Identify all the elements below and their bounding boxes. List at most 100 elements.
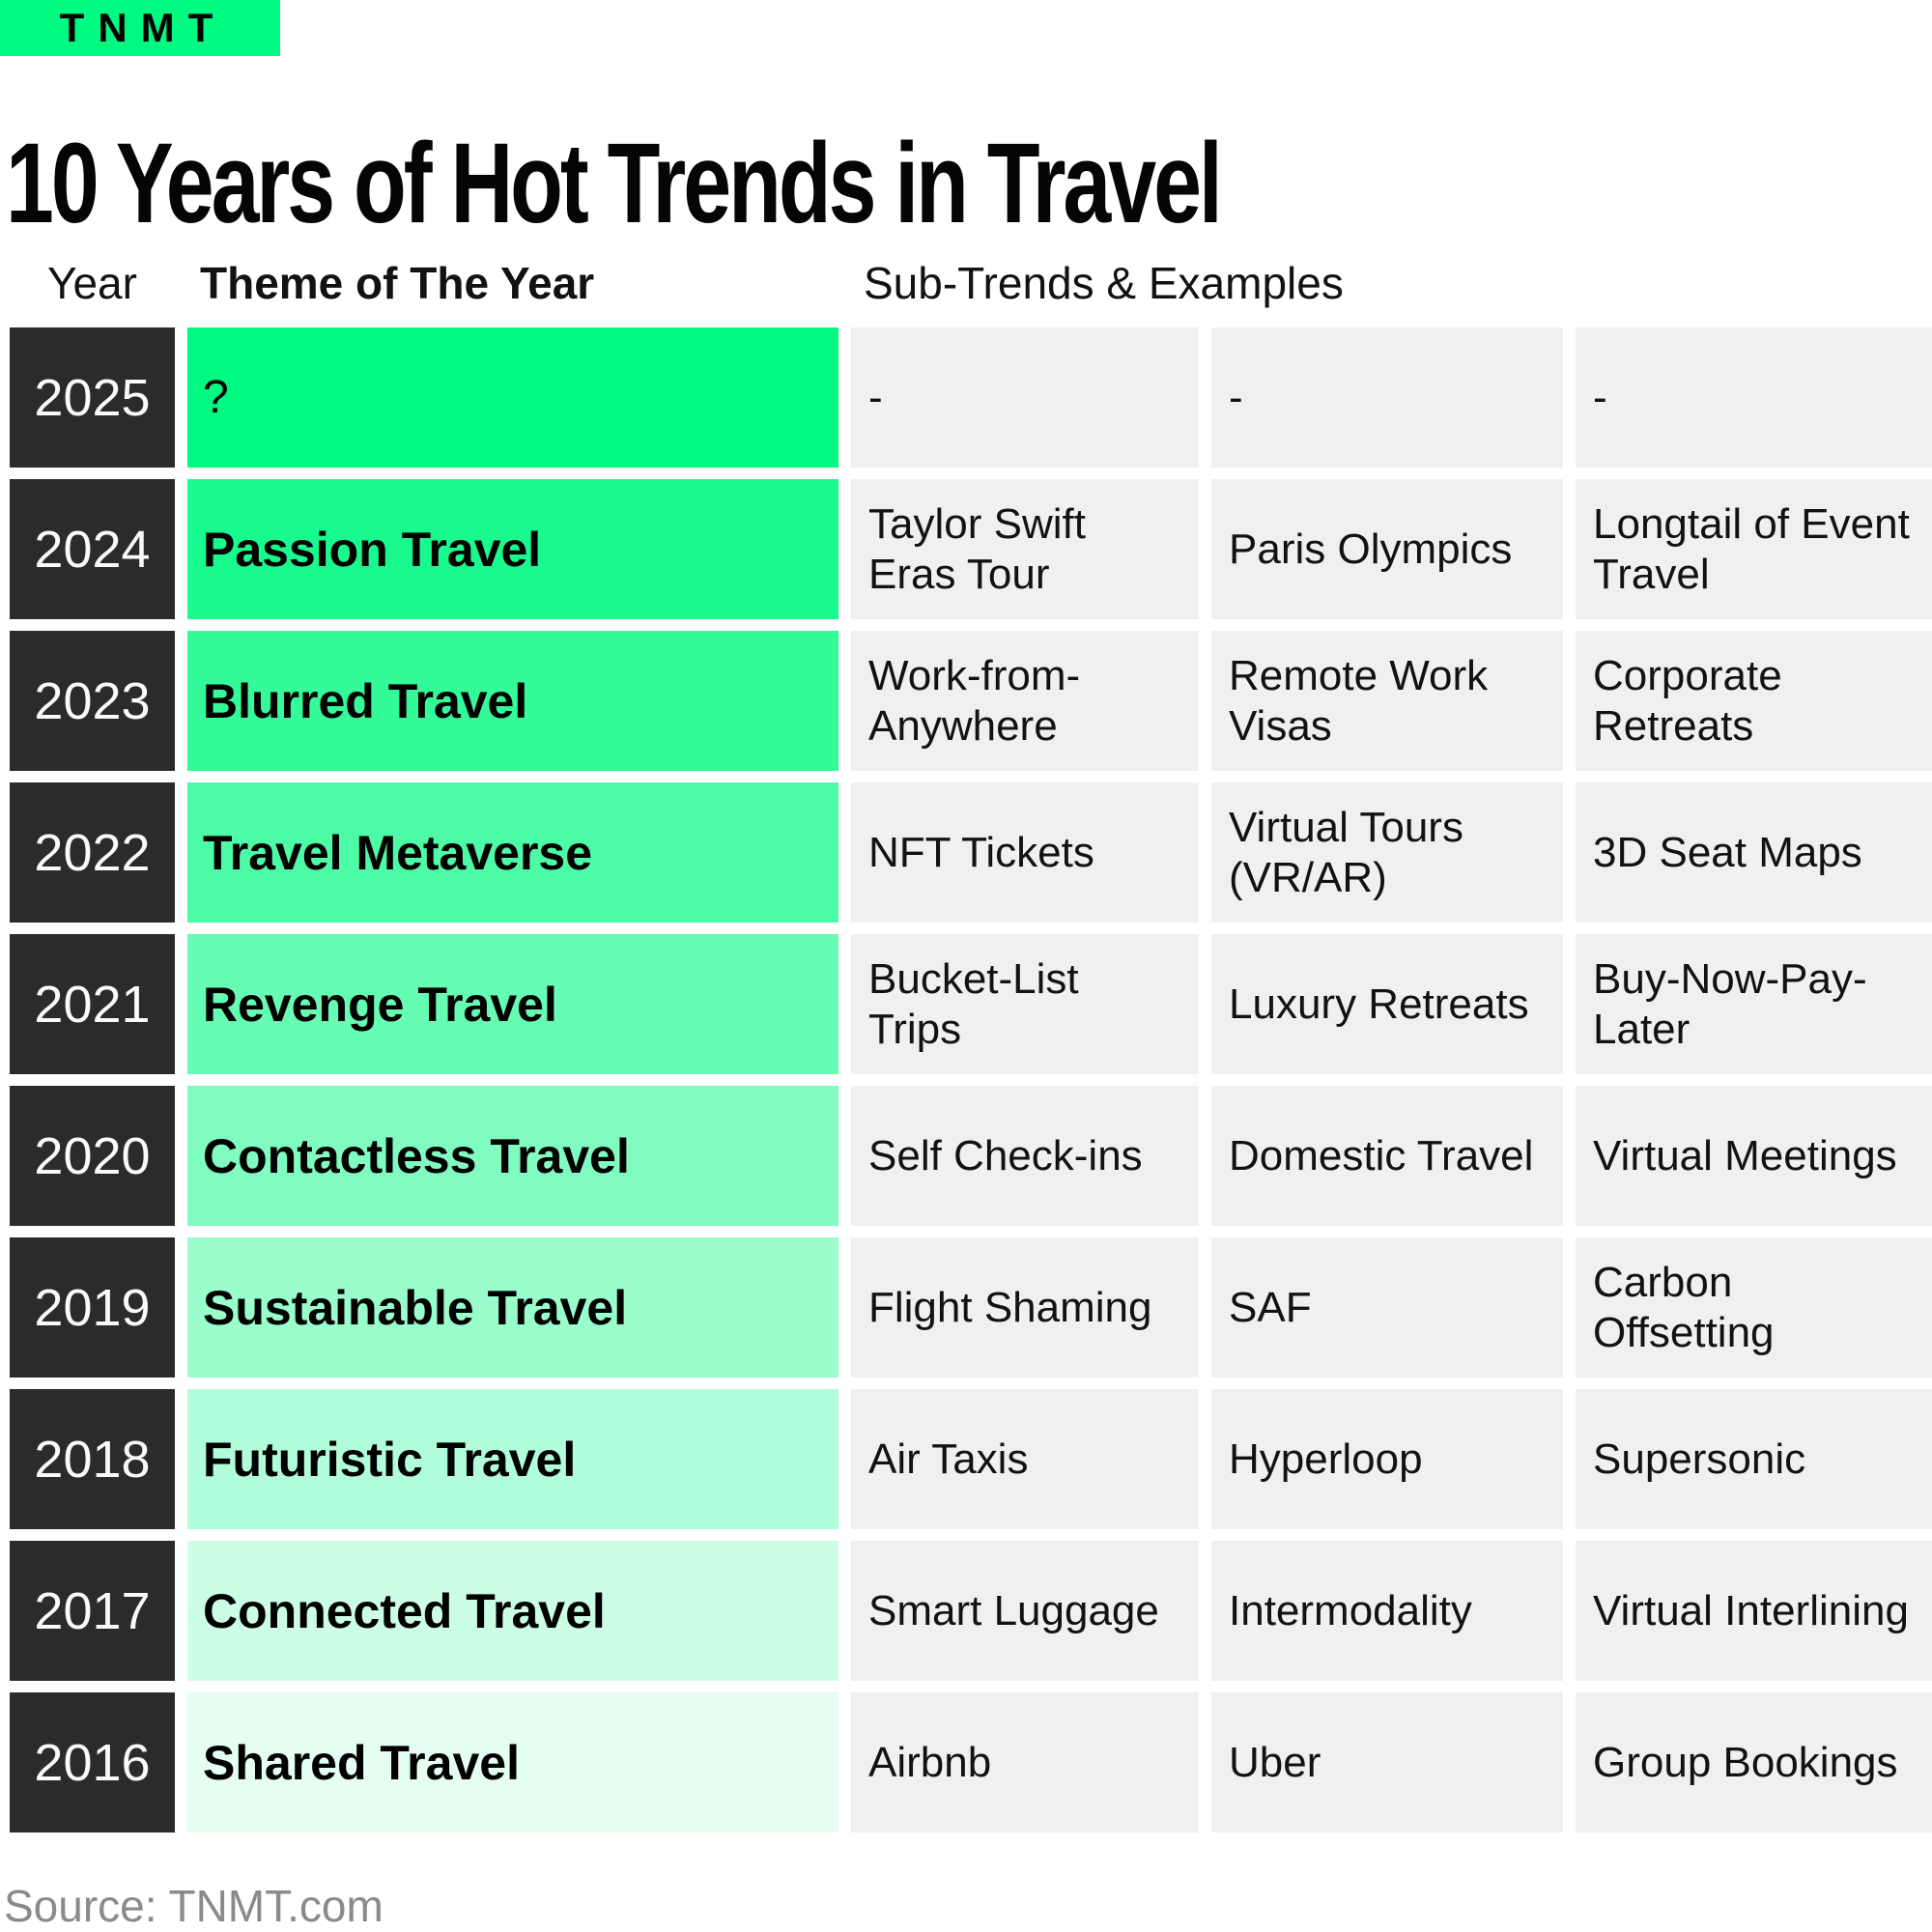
subtrend-cell: Airbnb bbox=[851, 1692, 1199, 1833]
theme-cell: Blurred Travel bbox=[187, 631, 838, 771]
subtrend-label: Air Taxis bbox=[868, 1435, 1029, 1483]
subtrend-label: Bucket-List Trips bbox=[868, 955, 1079, 1053]
theme-label: Blurred Travel bbox=[203, 673, 528, 728]
theme-label: Futuristic Travel bbox=[203, 1432, 577, 1487]
year-cell: 2019 bbox=[10, 1237, 175, 1378]
subtrend-label: Domestic Travel bbox=[1229, 1131, 1534, 1179]
subtrend-cell: Carbon Offsetting bbox=[1576, 1237, 1932, 1378]
year-label: 2025 bbox=[34, 368, 151, 427]
subtrend-label: Uber bbox=[1229, 1738, 1321, 1786]
theme-cell: Contactless Travel bbox=[187, 1086, 838, 1226]
subtrend-label: Virtual Meetings bbox=[1593, 1131, 1897, 1179]
subtrend-label: Work-from-Anywhere bbox=[868, 652, 1081, 750]
subtrend-label: Intermodality bbox=[1229, 1586, 1472, 1634]
theme-label: Connected Travel bbox=[203, 1583, 606, 1638]
subtrend-cell: Corporate Retreats bbox=[1576, 631, 1932, 771]
theme-label: Passion Travel bbox=[203, 522, 542, 577]
subtrend-label: Remote Work Visas bbox=[1229, 652, 1489, 750]
subtrend-cell: Smart Luggage bbox=[851, 1541, 1199, 1681]
subtrend-cell: Hyperloop bbox=[1211, 1389, 1563, 1529]
year-cell: 2016 bbox=[10, 1692, 175, 1833]
year-cell: 2020 bbox=[10, 1086, 175, 1226]
subtrend-cell: Virtual Tours (VR/AR) bbox=[1211, 782, 1563, 923]
year-label: 2019 bbox=[34, 1278, 151, 1337]
subtrend-cell: Uber bbox=[1211, 1692, 1563, 1833]
subtrend-label: Carbon Offsetting bbox=[1593, 1259, 1775, 1356]
subtrend-cell: Work-from-Anywhere bbox=[851, 631, 1199, 771]
subtrend-cell: Taylor Swift Eras Tour bbox=[851, 479, 1199, 619]
theme-cell: Passion Travel bbox=[187, 479, 838, 619]
subtrend-label: - bbox=[1593, 373, 1607, 421]
theme-label: Shared Travel bbox=[203, 1735, 520, 1790]
theme-cell: Shared Travel bbox=[187, 1692, 838, 1833]
theme-cell: Travel Metaverse bbox=[187, 782, 838, 923]
year-cell: 2023 bbox=[10, 631, 175, 771]
subtrend-cell: Virtual Interlining bbox=[1576, 1541, 1932, 1681]
subtrend-cell: Supersonic bbox=[1576, 1389, 1932, 1529]
source-note: Source: TNMT.com bbox=[4, 1881, 384, 1931]
subtrend-cell: Air Taxis bbox=[851, 1389, 1199, 1529]
subtrend-label: - bbox=[1229, 373, 1243, 421]
year-cell: 2024 bbox=[10, 479, 175, 619]
col-header-theme: Theme of The Year bbox=[200, 258, 595, 308]
subtrend-cell: NFT Tickets bbox=[851, 782, 1199, 923]
subtrend-label: Luxury Retreats bbox=[1229, 980, 1529, 1028]
theme-cell: Connected Travel bbox=[187, 1541, 838, 1681]
year-label: 2018 bbox=[34, 1430, 151, 1489]
tnmt-logo: TNMT bbox=[0, 0, 280, 56]
subtrend-label: Buy-Now-Pay-Later bbox=[1593, 955, 1867, 1053]
subtrend-cell: Domestic Travel bbox=[1211, 1086, 1563, 1226]
subtrend-cell: Luxury Retreats bbox=[1211, 934, 1563, 1074]
theme-cell: Revenge Travel bbox=[187, 934, 838, 1074]
subtrend-label: - bbox=[868, 373, 883, 421]
year-cell: 2025 bbox=[10, 327, 175, 468]
subtrend-label: Airbnb bbox=[868, 1738, 992, 1786]
subtrend-label: Corporate Retreats bbox=[1593, 652, 1782, 750]
subtrend-cell: Remote Work Visas bbox=[1211, 631, 1563, 771]
subtrend-label: Virtual Tours (VR/AR) bbox=[1229, 804, 1463, 901]
subtrend-cell: Intermodality bbox=[1211, 1541, 1563, 1681]
subtrend-label: Hyperloop bbox=[1229, 1435, 1423, 1483]
col-header-year: Year bbox=[47, 258, 137, 308]
subtrend-cell: - bbox=[851, 327, 1199, 468]
year-label: 2024 bbox=[34, 520, 151, 579]
subtrend-cell: Bucket-List Trips bbox=[851, 934, 1199, 1074]
year-label: 2021 bbox=[34, 975, 151, 1034]
year-label: 2023 bbox=[34, 671, 151, 730]
subtrend-label: Virtual Interlining bbox=[1593, 1586, 1909, 1634]
trends-table: 2025 ? - - - 2024 Passion Travel Taylor … bbox=[10, 327, 1932, 1833]
year-label: 2016 bbox=[34, 1733, 151, 1792]
subtrend-cell: Paris Olympics bbox=[1211, 479, 1563, 619]
theme-label: Revenge Travel bbox=[203, 977, 557, 1032]
subtrend-cell: SAF bbox=[1211, 1237, 1563, 1378]
year-label: 2017 bbox=[34, 1581, 151, 1640]
subtrend-cell: - bbox=[1576, 327, 1932, 468]
subtrend-cell: Virtual Meetings bbox=[1576, 1086, 1932, 1226]
subtrend-label: Flight Shaming bbox=[868, 1283, 1152, 1331]
subtrend-label: SAF bbox=[1229, 1283, 1312, 1331]
subtrend-label: Group Bookings bbox=[1593, 1738, 1898, 1786]
subtrend-cell: Group Bookings bbox=[1576, 1692, 1932, 1833]
subtrend-label: Taylor Swift Eras Tour bbox=[868, 500, 1086, 598]
theme-cell: Futuristic Travel bbox=[187, 1389, 838, 1529]
subtrend-cell: - bbox=[1211, 327, 1563, 468]
subtrend-cell: 3D Seat Maps bbox=[1576, 782, 1932, 923]
theme-cell: ? bbox=[187, 327, 838, 468]
subtrend-cell: Flight Shaming bbox=[851, 1237, 1199, 1378]
year-label: 2022 bbox=[34, 823, 151, 882]
year-cell: 2018 bbox=[10, 1389, 175, 1529]
subtrend-label: Paris Olympics bbox=[1229, 525, 1513, 573]
subtrend-label: Smart Luggage bbox=[868, 1586, 1159, 1634]
theme-label: Contactless Travel bbox=[203, 1128, 630, 1183]
year-label: 2020 bbox=[34, 1126, 151, 1185]
subtrend-cell: Buy-Now-Pay-Later bbox=[1576, 934, 1932, 1074]
subtrend-label: NFT Tickets bbox=[868, 828, 1094, 876]
year-cell: 2021 bbox=[10, 934, 175, 1074]
theme-label: Travel Metaverse bbox=[203, 825, 593, 880]
subtrend-label: Self Check-ins bbox=[868, 1131, 1143, 1179]
subtrend-label: 3D Seat Maps bbox=[1593, 828, 1862, 876]
col-header-subtrends: Sub-Trends & Examples bbox=[864, 258, 1344, 308]
subtrend-label: Supersonic bbox=[1593, 1435, 1806, 1483]
subtrend-cell: Self Check-ins bbox=[851, 1086, 1199, 1226]
year-cell: 2017 bbox=[10, 1541, 175, 1681]
